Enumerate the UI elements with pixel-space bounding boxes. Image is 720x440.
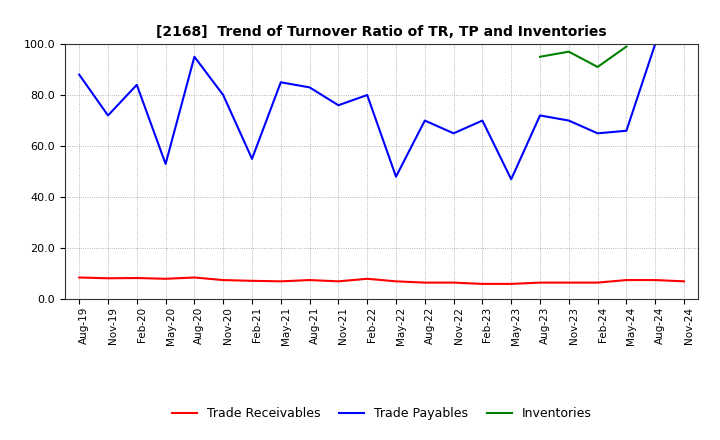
Trade Receivables [363, 276, 372, 282]
Trade Receivables [305, 278, 314, 283]
Title: [2168]  Trend of Turnover Ratio of TR, TP and Inventories: [2168] Trend of Turnover Ratio of TR, TP… [156, 25, 607, 39]
Trade Payables [680, 41, 688, 47]
Trade Receivables [651, 278, 660, 283]
Trade Receivables [564, 280, 573, 285]
Trade Payables [161, 161, 170, 167]
Trade Receivables [161, 276, 170, 282]
Trade Payables [593, 131, 602, 136]
Trade Receivables [276, 279, 285, 284]
Line: Trade Receivables: Trade Receivables [79, 278, 684, 284]
Line: Trade Payables: Trade Payables [79, 44, 684, 179]
Trade Receivables [536, 280, 544, 285]
Trade Payables [334, 103, 343, 108]
Trade Payables [104, 113, 112, 118]
Trade Receivables [104, 275, 112, 281]
Trade Payables [478, 118, 487, 123]
Trade Payables [651, 41, 660, 47]
Trade Receivables [449, 280, 458, 285]
Trade Payables [622, 128, 631, 133]
Trade Receivables [680, 279, 688, 284]
Trade Receivables [420, 280, 429, 285]
Trade Receivables [622, 278, 631, 283]
Trade Payables [305, 85, 314, 90]
Trade Payables [190, 54, 199, 59]
Trade Payables [363, 92, 372, 98]
Trade Payables [75, 72, 84, 77]
Trade Receivables [219, 278, 228, 283]
Trade Payables [132, 82, 141, 88]
Trade Payables [564, 118, 573, 123]
Trade Payables [536, 113, 544, 118]
Trade Payables [449, 131, 458, 136]
Trade Payables [420, 118, 429, 123]
Trade Receivables [593, 280, 602, 285]
Trade Receivables [507, 281, 516, 286]
Trade Payables [392, 174, 400, 180]
Trade Receivables [190, 275, 199, 280]
Trade Receivables [478, 281, 487, 286]
Trade Receivables [132, 275, 141, 281]
Trade Payables [219, 92, 228, 98]
Trade Receivables [334, 279, 343, 284]
Trade Payables [507, 176, 516, 182]
Trade Receivables [75, 275, 84, 280]
Legend: Trade Receivables, Trade Payables, Inventories: Trade Receivables, Trade Payables, Inven… [166, 403, 597, 425]
Trade Receivables [392, 279, 400, 284]
Trade Payables [276, 80, 285, 85]
Trade Receivables [248, 278, 256, 283]
Trade Payables [248, 156, 256, 161]
